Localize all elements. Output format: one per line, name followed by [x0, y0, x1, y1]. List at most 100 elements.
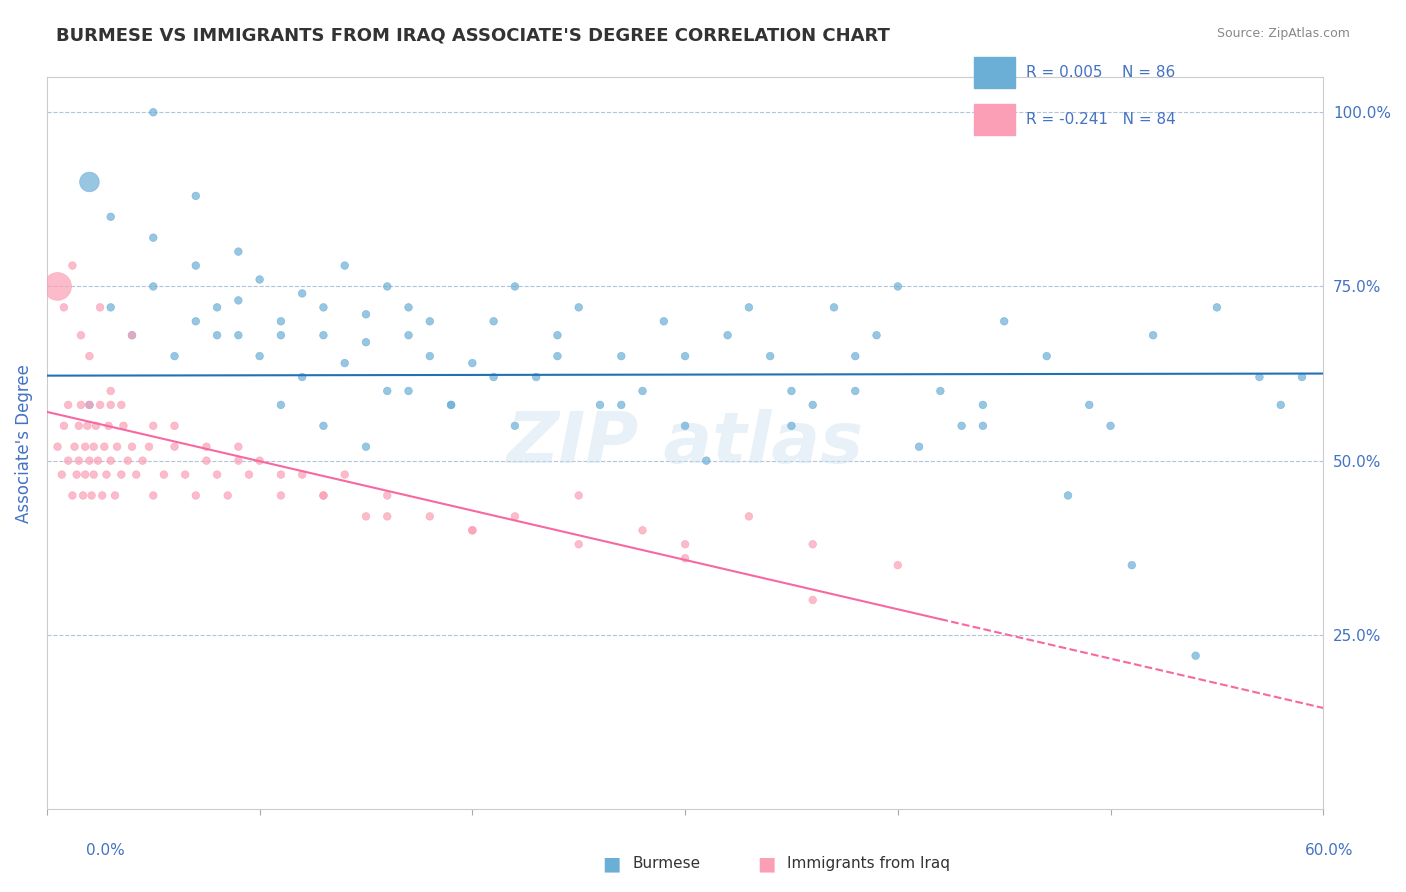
Point [184, 314, 207, 328]
Point [291, 286, 314, 301]
Point [1078, 398, 1101, 412]
Point [546, 349, 568, 363]
Point [62, 488, 84, 502]
Point [759, 349, 782, 363]
Point [184, 488, 207, 502]
Point [823, 301, 845, 315]
Point [398, 328, 420, 343]
Point [79, 349, 101, 363]
Point [333, 259, 356, 273]
Point [950, 418, 973, 433]
Point [546, 328, 568, 343]
Point [972, 418, 994, 433]
Point [63, 440, 86, 454]
Text: 0.0%: 0.0% [86, 843, 125, 858]
Point [503, 509, 526, 524]
Point [312, 488, 335, 502]
Point [312, 488, 335, 502]
Point [205, 328, 228, 343]
Point [97, 418, 120, 433]
Point [844, 349, 866, 363]
Point [228, 244, 250, 259]
Bar [974, 57, 1015, 87]
Point [333, 356, 356, 370]
Point [121, 328, 143, 343]
Point [83, 440, 105, 454]
Point [673, 537, 696, 551]
Point [631, 524, 654, 538]
Point [568, 537, 591, 551]
Point [1184, 648, 1206, 663]
Point [270, 398, 292, 412]
Point [1121, 558, 1143, 573]
Point [844, 384, 866, 398]
Point [375, 384, 398, 398]
Point [110, 398, 132, 412]
Point [419, 349, 441, 363]
Point [104, 488, 127, 502]
Point [142, 488, 165, 502]
Point [440, 398, 463, 412]
Text: BURMESE VS IMMIGRANTS FROM IRAQ ASSOCIATE'S DEGREE CORRELATION CHART: BURMESE VS IMMIGRANTS FROM IRAQ ASSOCIAT… [56, 27, 890, 45]
Point [217, 488, 239, 502]
Point [46, 279, 69, 293]
Point [461, 524, 484, 538]
Point [75, 467, 97, 482]
Point [631, 384, 654, 398]
Point [228, 453, 250, 467]
Point [105, 440, 128, 454]
Point [1035, 349, 1057, 363]
Point [89, 398, 111, 412]
Point [249, 453, 271, 467]
Point [117, 453, 139, 467]
Point [568, 488, 591, 502]
Point [1270, 398, 1292, 412]
Point [228, 328, 250, 343]
Point [93, 440, 115, 454]
Point [503, 418, 526, 433]
Point [174, 467, 197, 482]
Point [398, 384, 420, 398]
Point [993, 314, 1015, 328]
Point [524, 370, 547, 384]
Point [70, 328, 93, 343]
Point [46, 440, 69, 454]
Point [84, 418, 107, 433]
Bar [974, 104, 1015, 135]
Point [228, 293, 250, 308]
Point [482, 314, 505, 328]
Point [398, 301, 420, 315]
Point [1249, 370, 1271, 384]
Point [100, 384, 122, 398]
Point [70, 398, 93, 412]
Text: Immigrants from Iraq: Immigrants from Iraq [787, 856, 950, 871]
Point [79, 453, 101, 467]
Point [184, 189, 207, 203]
Point [929, 384, 952, 398]
Point [205, 467, 228, 482]
Text: 60.0%: 60.0% [1305, 843, 1353, 858]
Point [163, 418, 186, 433]
Point [291, 370, 314, 384]
Point [51, 467, 73, 482]
Point [333, 467, 356, 482]
Point [142, 279, 165, 293]
Point [138, 440, 160, 454]
Point [270, 488, 292, 502]
Point [62, 259, 84, 273]
Point [195, 453, 218, 467]
Point [738, 509, 761, 524]
Text: ZIP atlas: ZIP atlas [506, 409, 863, 478]
Point [908, 440, 931, 454]
Point [801, 398, 824, 412]
Point [121, 440, 143, 454]
Point [142, 105, 165, 120]
Text: Source: ZipAtlas.com: Source: ZipAtlas.com [1216, 27, 1350, 40]
Point [695, 453, 717, 467]
Point [887, 558, 910, 573]
Point [67, 453, 90, 467]
Point [652, 314, 675, 328]
Point [91, 488, 114, 502]
Point [419, 314, 441, 328]
Point [131, 453, 153, 467]
